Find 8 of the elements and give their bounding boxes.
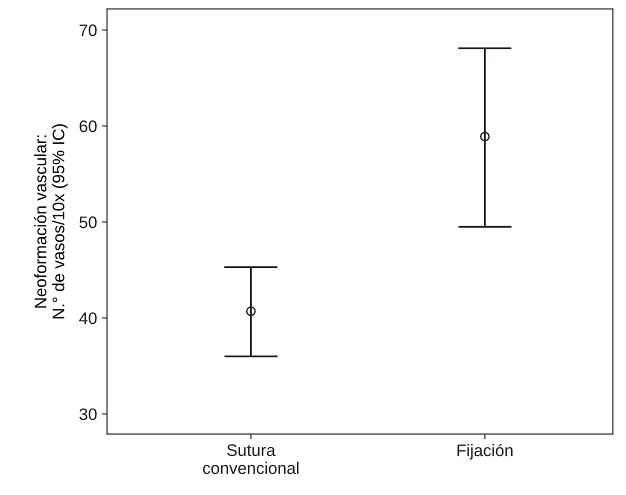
y-tick-label: 70 <box>80 24 97 36</box>
y-axis-title: Neoformación vascular: N.° de vasos/10x (95% IC) <box>34 124 68 318</box>
y-tick-label: 40 <box>79 312 97 324</box>
y-tick-label: 60 <box>80 120 97 132</box>
y-tick-label: 30 <box>79 408 97 420</box>
x-tick-label: Sutura convencional <box>202 444 298 474</box>
y-tick-label: 50 <box>79 216 97 228</box>
x-tick-label: Fijación <box>458 444 513 460</box>
